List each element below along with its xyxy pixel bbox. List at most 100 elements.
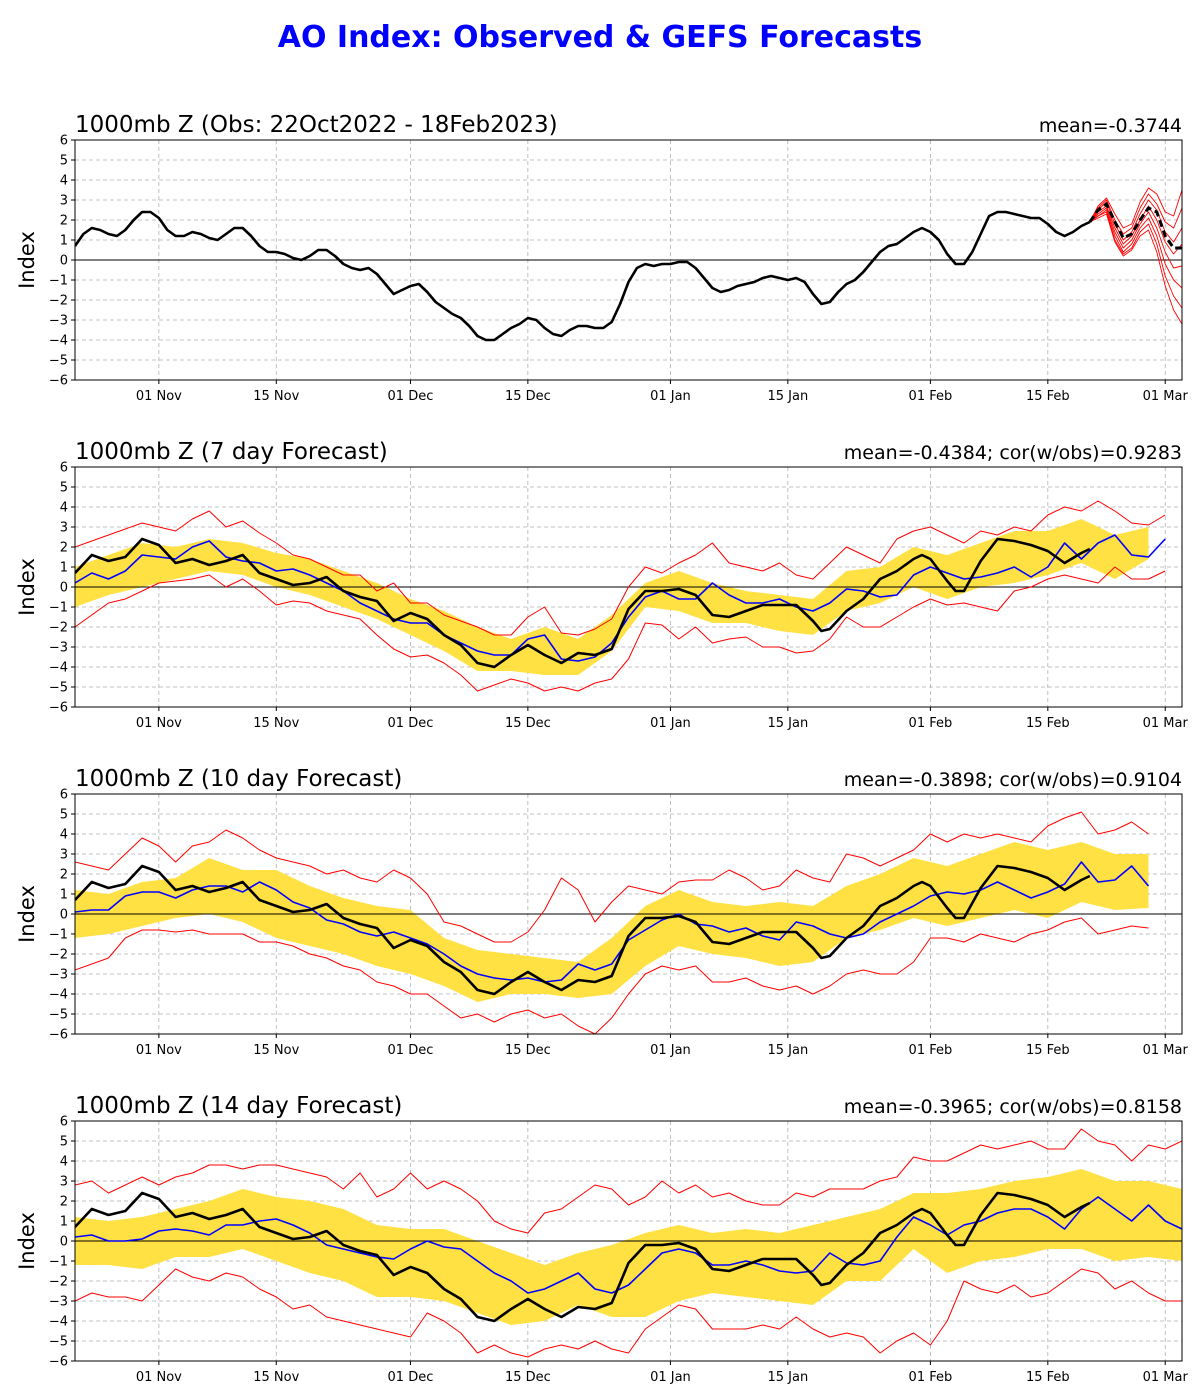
extreme-upper-line (75, 500, 1166, 636)
y-tick-label: −5 (49, 1008, 68, 1023)
y-tick-label: −6 (49, 1028, 68, 1043)
y-tick-label: 2 (60, 541, 68, 556)
plot-frame (74, 466, 1183, 708)
x-tick-label: 15 Jan (767, 1370, 808, 1385)
forecast-mean-line (1088, 202, 1182, 250)
y-tick-label: 3 (60, 848, 68, 863)
ensemble-member-line (1089, 213, 1182, 325)
x-tick-label: 15 Jan (767, 1043, 808, 1058)
y-tick-label: 4 (60, 1155, 68, 1170)
x-tick-label: 15 Nov (253, 1370, 299, 1385)
x-tick-label: 01 Jan (650, 1043, 691, 1058)
x-tick-label: 01 Dec (388, 1043, 434, 1058)
y-tick-label: −4 (49, 334, 68, 349)
x-tick-label: 01 Jan (650, 1370, 691, 1385)
x-tick-label: 15 Dec (505, 716, 551, 731)
spread-band (75, 842, 1149, 1002)
plot-area (75, 811, 1182, 1034)
y-tick-label: 1 (60, 561, 68, 576)
x-tick-label: 01 Nov (136, 716, 182, 731)
x-tick-label: 01 Dec (388, 1370, 434, 1385)
y-tick-label: −4 (49, 988, 68, 1003)
y-axis-label: Index (15, 558, 39, 616)
plot-frame (74, 793, 1183, 1035)
y-tick-label: −6 (49, 701, 68, 716)
x-tick-label: 15 Dec (505, 389, 551, 404)
spread-band (75, 519, 1149, 675)
panel-stats: mean=-0.4384; cor(w/obs)=0.9283 (844, 442, 1182, 464)
chart-panel-4: 1000mb Z (14 day Forecast) mean=-0.3965; … (15, 1093, 1188, 1385)
panel-stats: mean=-0.3898; cor(w/obs)=0.9104 (844, 769, 1182, 791)
plot-frame (74, 1120, 1183, 1362)
x-tick-label: 01 Feb (909, 1370, 953, 1385)
x-tick-label: 01 Mar (1143, 389, 1189, 404)
y-tick-label: 4 (60, 828, 68, 843)
x-tick-label: 01 Jan (650, 716, 691, 731)
y-tick-label: −2 (49, 621, 68, 636)
y-tick-label: 3 (60, 194, 68, 209)
y-tick-label: −5 (49, 1335, 68, 1350)
x-tick-label: 01 Mar (1143, 716, 1189, 731)
y-axis-label: Index (15, 231, 39, 289)
y-tick-label: 4 (60, 501, 68, 516)
x-tick-label: 15 Nov (253, 389, 299, 404)
spread-band (75, 1169, 1182, 1325)
y-tick-label: 5 (60, 1135, 68, 1150)
y-tick-label: 5 (60, 481, 68, 496)
y-tick-label: −2 (49, 948, 68, 963)
x-tick-label: 01 Feb (909, 1043, 953, 1058)
y-tick-label: −1 (49, 274, 68, 289)
extreme-upper-line (75, 1128, 1182, 1234)
y-tick-label: 4 (60, 174, 68, 189)
y-tick-label: 2 (60, 1195, 68, 1210)
observed-line (75, 537, 1091, 669)
x-tick-label: 01 Dec (388, 716, 434, 731)
x-tick-label: 15 Jan (767, 389, 808, 404)
observed-line (75, 210, 1091, 342)
y-tick-label: −5 (49, 681, 68, 696)
x-tick-label: 01 Dec (388, 389, 434, 404)
y-tick-label: −6 (49, 374, 68, 389)
plot-area (75, 187, 1182, 342)
ensemble-member-line (1089, 187, 1182, 229)
ensemble-member-line (1089, 211, 1182, 309)
x-tick-label: 15 Nov (253, 716, 299, 731)
x-tick-label: 01 Nov (136, 389, 182, 404)
extreme-lower-line (75, 917, 1149, 1034)
plot-area (75, 1128, 1182, 1358)
y-tick-label: −3 (49, 1295, 68, 1310)
y-tick-label: 2 (60, 214, 68, 229)
y-tick-label: 6 (60, 461, 68, 476)
ensemble-member-line (1089, 209, 1182, 289)
extreme-lower-line (75, 566, 1166, 692)
plot-frame (74, 139, 1183, 381)
y-tick-label: −2 (49, 1275, 68, 1290)
x-tick-label: 01 Jan (650, 389, 691, 404)
x-tick-label: 15 Feb (1026, 389, 1070, 404)
y-tick-label: 5 (60, 808, 68, 823)
y-tick-label: 6 (60, 134, 68, 149)
y-tick-label: 0 (60, 254, 68, 269)
y-axis-label: Index (15, 1212, 39, 1270)
y-tick-label: −1 (49, 1255, 68, 1270)
y-tick-label: 0 (60, 581, 68, 596)
chart-panel-1: 1000mb Z (Obs: 22Oct2022 - 18Feb2023) mea… (15, 112, 1188, 404)
panel-title: 1000mb Z (14 day Forecast) (75, 1093, 402, 1119)
chart-panel-3: 1000mb Z (10 day Forecast) mean=-0.3898; … (15, 766, 1188, 1058)
y-tick-label: 2 (60, 868, 68, 883)
y-tick-label: 0 (60, 908, 68, 923)
ensemble-member-line (1089, 207, 1182, 269)
panel-title: 1000mb Z (7 day Forecast) (75, 439, 388, 465)
x-tick-label: 01 Mar (1143, 1370, 1189, 1385)
x-tick-label: 01 Feb (909, 716, 953, 731)
y-tick-label: 3 (60, 521, 68, 536)
ensemble-mean-line (75, 861, 1150, 983)
x-tick-label: 15 Feb (1026, 716, 1070, 731)
y-tick-label: −3 (49, 968, 68, 983)
y-tick-label: −6 (49, 1355, 68, 1370)
extreme-upper-line (75, 811, 1149, 943)
y-tick-label: 5 (60, 154, 68, 169)
x-tick-label: 01 Mar (1143, 1043, 1189, 1058)
y-tick-label: 1 (60, 1215, 68, 1230)
ensemble-member-line (1089, 193, 1182, 235)
